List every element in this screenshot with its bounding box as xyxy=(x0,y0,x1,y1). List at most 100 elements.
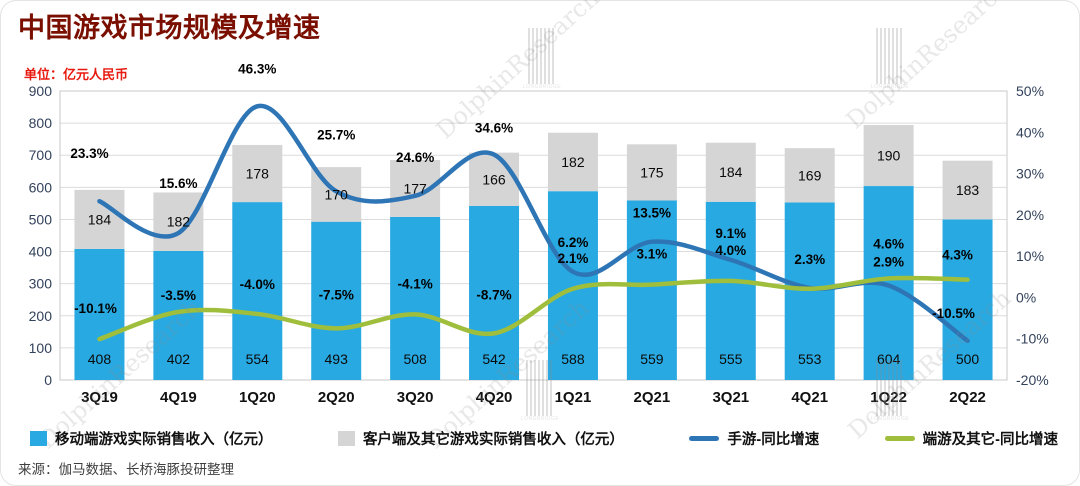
watermark-brand: LONGBRIDGE xyxy=(870,416,910,422)
bar-client-revenue xyxy=(863,125,914,187)
left-axis-tick: 900 xyxy=(29,83,53,99)
line-client-growth xyxy=(97,275,970,342)
left-axis-tick: 400 xyxy=(29,244,53,260)
bar-client-revenue xyxy=(705,142,756,202)
bar-value-mobile: 588 xyxy=(561,351,585,367)
bar-mobile-revenue xyxy=(626,200,677,380)
growth-label-client: -4.0% xyxy=(240,277,275,292)
bar-mobile-revenue xyxy=(74,248,125,380)
growth-label-client: -10.1% xyxy=(74,301,117,316)
bar-value-client: 190 xyxy=(877,148,901,164)
right-axis-tick: 10% xyxy=(1016,248,1044,264)
bar-value-client: 169 xyxy=(798,167,822,183)
bar-mobile-revenue xyxy=(942,219,993,380)
right-axis-tick: 20% xyxy=(1016,207,1044,223)
left-axis-tick: 300 xyxy=(29,276,53,292)
bar-value-mobile: 604 xyxy=(877,351,901,367)
bar-mobile-revenue xyxy=(232,202,283,380)
left-axis-tick: 100 xyxy=(29,340,53,356)
bar-value-client: 178 xyxy=(246,166,270,182)
plot-border xyxy=(59,90,1008,381)
bar-mobile-revenue xyxy=(469,205,520,380)
bar-value-client: 166 xyxy=(482,171,506,187)
bar-value-client: 177 xyxy=(403,180,427,196)
legend-label-client-revenue: 客户端及其它游戏实际销售收入（亿元） xyxy=(362,432,624,448)
growth-label-client: -4.1% xyxy=(397,276,432,291)
bar-value-client: 182 xyxy=(561,154,585,170)
right-axis-tick: -10% xyxy=(1016,331,1049,347)
bar-client-revenue xyxy=(784,148,835,203)
right-axis-tick: 40% xyxy=(1016,124,1044,140)
chart-canvas: 0 100 200 300 400 500 600 700 800 900 -20% -10% 0% 10… xyxy=(29,61,1049,406)
legend: 移动端游戏实际销售收入（亿元） 客户端及其它游戏实际销售收入（亿元） 手游-同比… xyxy=(30,428,1058,449)
bar-client-revenue xyxy=(469,152,520,206)
growth-label-client: 4.6% xyxy=(873,236,904,251)
line-mobile-growth xyxy=(97,103,970,344)
growth-label-mobile: 23.3% xyxy=(70,146,108,161)
legend-item-client-growth: 端游及其它-同比增速 xyxy=(884,428,1058,449)
legend-label-mobile-growth: 手游-同比增速 xyxy=(727,432,820,448)
bar-value-client: 170 xyxy=(325,186,349,202)
legend-item-mobile-growth: 手游-同比增速 xyxy=(689,428,819,449)
growth-label-mobile: 34.6% xyxy=(475,121,513,136)
bars-layer xyxy=(74,125,993,380)
bar-value-mobile: 555 xyxy=(719,351,743,367)
legend-item-mobile-revenue: 移动端游戏实际销售收入（亿元） xyxy=(30,428,273,449)
bar-client-revenue xyxy=(547,132,598,192)
left-axis-tick: 200 xyxy=(29,308,53,324)
labels-layer: 408 184 3Q19 402 182 4Q19 554 178 1Q20 493 170 2Q20… xyxy=(70,61,986,406)
growth-label-mobile: 6.2% xyxy=(558,235,589,250)
bar-client-revenue xyxy=(153,192,204,251)
growth-label-mobile: 46.3% xyxy=(238,61,276,76)
growth-label-client: 3.1% xyxy=(636,247,667,262)
bar-value-mobile: 554 xyxy=(246,351,270,367)
growth-label-mobile: 9.1% xyxy=(715,226,746,241)
growth-label-mobile: 2.3% xyxy=(794,252,825,267)
bar-value-mobile: 508 xyxy=(403,351,427,367)
barcode-watermark-icon: LONGBRIDGE xyxy=(521,360,559,422)
bar-mobile-revenue xyxy=(311,221,362,380)
category-label: 1Q20 xyxy=(239,389,276,406)
bar-mobile-revenue xyxy=(784,202,835,380)
category-label: 4Q21 xyxy=(791,389,828,406)
bar-value-mobile: 553 xyxy=(798,351,822,367)
legend-swatch-mobile-line xyxy=(689,436,720,441)
right-axis-tick: -20% xyxy=(1016,372,1049,388)
lines-layer xyxy=(97,103,970,344)
bar-value-mobile: 493 xyxy=(325,351,349,367)
bar-value-client: 175 xyxy=(640,164,664,180)
category-label: 2Q21 xyxy=(634,389,671,406)
category-label: 2Q22 xyxy=(949,389,986,406)
bar-mobile-revenue xyxy=(390,216,441,380)
growth-label-mobile: 2.9% xyxy=(873,254,904,269)
legend-item-client-revenue: 客户端及其它游戏实际销售收入（亿元） xyxy=(337,428,624,449)
category-label: 4Q20 xyxy=(476,389,513,406)
left-axis-tick: 600 xyxy=(29,179,53,195)
category-label: 3Q20 xyxy=(397,389,434,406)
bar-value-client: 182 xyxy=(167,214,191,230)
left-axis-tick: 700 xyxy=(29,147,53,163)
growth-label-mobile: -10.5% xyxy=(932,306,975,321)
left-axis-tick: 500 xyxy=(29,211,53,227)
legend-swatch-client-bar xyxy=(337,431,355,446)
growth-label-mobile: 15.6% xyxy=(159,176,197,191)
bar-value-mobile: 500 xyxy=(956,351,980,367)
watermark-brand: LONGBRIDGE xyxy=(522,84,562,90)
source-note: 来源：伽马数据、长桥海豚投研整理 xyxy=(18,462,234,477)
left-axis-tick: 800 xyxy=(29,115,53,131)
bar-client-revenue xyxy=(626,144,677,201)
unit-label: 单位：亿元人民币 xyxy=(24,67,129,82)
growth-label-mobile: 13.5% xyxy=(633,206,671,221)
bar-value-client: 184 xyxy=(719,164,743,180)
growth-label-client: 2.1% xyxy=(558,251,589,266)
bar-value-client: 183 xyxy=(956,182,980,198)
bar-value-mobile: 402 xyxy=(167,351,191,367)
legend-swatch-client-line xyxy=(884,436,915,441)
growth-label-client: 4.3% xyxy=(942,248,973,263)
growth-label-mobile: 24.6% xyxy=(396,150,434,165)
category-label: 3Q19 xyxy=(81,389,118,406)
legend-swatch-mobile-bar xyxy=(30,431,47,446)
barcode-watermark-icon: LONGBRIDGE xyxy=(871,360,909,422)
axis-layer: 0 100 200 300 400 500 600 700 800 900 -20% -10% 0% 10… xyxy=(29,83,1049,388)
page-title: 中国游戏市场规模及增速 xyxy=(18,13,321,43)
